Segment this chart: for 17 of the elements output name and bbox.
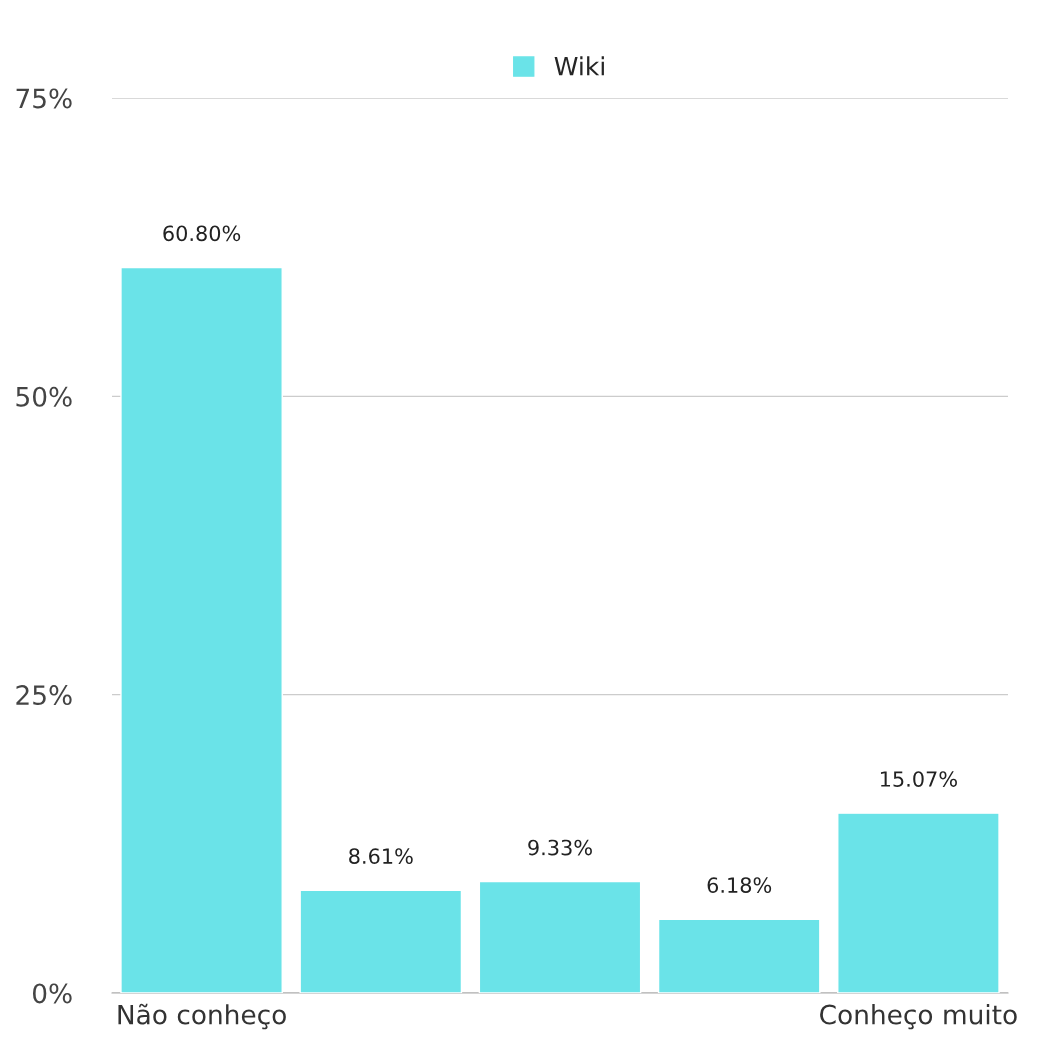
x-tick-label: Não conheço <box>118 1003 286 1030</box>
bar <box>299 889 463 993</box>
y-tick-label: 0% <box>32 983 72 1004</box>
y-tick-label: 50% <box>16 386 72 407</box>
y-tick-label: 25% <box>16 685 72 706</box>
bar <box>120 266 283 993</box>
bar <box>478 880 642 993</box>
data-label: 9.33% <box>528 839 592 856</box>
data-label: 60.80% <box>163 225 241 242</box>
data-label: 8.61% <box>349 848 413 864</box>
data-label: 15.07% <box>880 771 957 787</box>
data-label: 6.18% <box>707 877 772 893</box>
bar <box>837 812 1000 993</box>
x-tick-label: Conheço muito <box>820 1004 1017 1030</box>
legend-label: Wiki <box>554 56 604 76</box>
y-tick-label: 75% <box>16 88 72 109</box>
bar <box>657 918 821 993</box>
